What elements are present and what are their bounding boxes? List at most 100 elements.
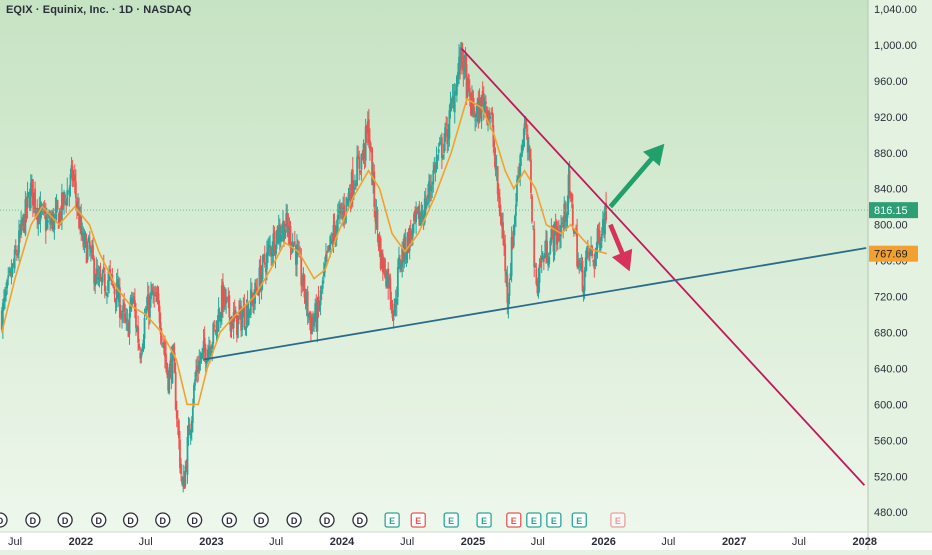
price-badges: 816.15 767.69 (869, 202, 918, 262)
event-label: E (551, 516, 557, 526)
candle-body (535, 268, 538, 285)
candle-body (0, 310, 3, 330)
candle-body (253, 299, 255, 303)
candle-body (526, 134, 529, 153)
candle-body (328, 245, 331, 251)
candle-body (594, 252, 597, 266)
candle-body (229, 317, 232, 331)
earnings-marker (526, 512, 542, 528)
candle-body (578, 259, 581, 266)
candle-body (505, 271, 508, 276)
candle-body (49, 218, 51, 225)
candle-body (588, 252, 590, 255)
event-label: D (127, 516, 134, 526)
candle-body (175, 410, 178, 419)
candle-body (101, 270, 104, 283)
candle-body (387, 268, 390, 289)
candle-body (329, 236, 332, 250)
candle-body (458, 56, 460, 75)
candle-body (254, 282, 257, 304)
candle-body (429, 183, 431, 190)
candle-body (502, 222, 504, 239)
candle-body (71, 166, 74, 181)
forecast-arrows[interactable] (608, 143, 665, 272)
x-tick-label: Jul (269, 536, 283, 548)
candle-body (102, 266, 105, 270)
candle-body (440, 137, 443, 159)
candle-body (169, 360, 172, 369)
candle-body (9, 269, 12, 273)
current-price-badge-bg (869, 202, 918, 219)
x-tick-label: 2026 (591, 536, 615, 548)
candle-body (483, 101, 486, 113)
candle-body (249, 289, 252, 316)
event-label: D (160, 516, 167, 526)
candle-body (44, 215, 47, 232)
candle-body (211, 344, 214, 350)
candle-body (115, 282, 118, 308)
candle-body (415, 209, 418, 222)
candle-body (135, 310, 137, 328)
candle-body (38, 207, 41, 224)
candle-body (54, 208, 57, 211)
candle-body (241, 315, 244, 330)
candle-body (273, 231, 276, 254)
candle-body (565, 215, 568, 223)
y-tick-label: 1,040.00 (874, 4, 917, 16)
x-axis-ticks: Jul 2022 Jul 2023 Jul 2024 Jul 2025 Jul 2026 Jul 20… (8, 536, 877, 548)
candle-body (358, 156, 361, 169)
candle-body (120, 314, 122, 316)
candle-body (544, 253, 546, 259)
candle-body (354, 184, 356, 186)
candle-body (314, 303, 317, 320)
candle-body (262, 255, 265, 257)
candle-body (168, 367, 171, 394)
candle-body (383, 260, 385, 272)
candle-body (60, 192, 63, 221)
candle-body (479, 100, 482, 119)
candle-body (576, 231, 579, 267)
dividend-marker (122, 512, 139, 528)
candle-body (472, 91, 474, 109)
candle-body (286, 213, 289, 227)
candle-body (333, 221, 336, 231)
candle-body (82, 234, 85, 248)
candle-body (321, 280, 324, 289)
candle-body (476, 102, 479, 113)
candle-body (109, 268, 112, 274)
candle-body (158, 305, 161, 323)
candle-body (79, 214, 82, 226)
candle-body (239, 305, 241, 312)
candle-body (203, 337, 206, 351)
candle-body (47, 220, 49, 223)
candle-body (293, 241, 296, 245)
candle-body (398, 257, 400, 268)
y-tick-label: 680.00 (874, 328, 908, 340)
candle-body (335, 226, 338, 240)
event-label: E (511, 516, 517, 526)
candle-body (250, 293, 253, 298)
candle-body (430, 185, 433, 192)
candle-body (423, 198, 426, 224)
candle-body (215, 320, 218, 332)
candle-body (374, 210, 377, 222)
candle-body (59, 208, 62, 220)
candle-body (34, 188, 36, 210)
candle-body (130, 298, 133, 303)
candle-body (515, 204, 517, 216)
candle-body (561, 222, 563, 224)
candle-body (591, 246, 594, 257)
candle-body (318, 306, 321, 310)
candle-body (546, 241, 548, 262)
trendlines[interactable] (203, 47, 867, 486)
candle-body (327, 245, 329, 252)
candle-body (308, 312, 311, 320)
candle-body (424, 195, 427, 211)
candle-body (182, 477, 185, 486)
candle-body (99, 273, 102, 280)
x-tick-label: Jul (792, 536, 806, 548)
candle-body (7, 275, 10, 279)
candle-body (512, 224, 515, 246)
